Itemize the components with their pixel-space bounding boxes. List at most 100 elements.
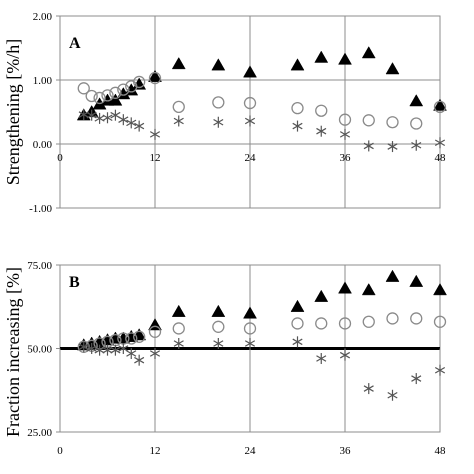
panel-a-circle-point: [338, 113, 352, 126]
panel-a-triangle-point: [148, 69, 162, 82]
panel-b-triangle-point: [361, 283, 376, 296]
panel-a-asterisk-point: [411, 139, 422, 151]
panel-b: Fraction increasing [%] B 0 12 24 36 48 25.00…: [3, 260, 447, 457]
panel-a-asterisk-point: [173, 115, 184, 127]
panel-b-asterisk-point: [173, 337, 184, 349]
panel-b-label: B: [69, 274, 80, 291]
panel-a-triangle-point: [243, 65, 257, 78]
panel-a-y-tick-label: 2.00: [33, 11, 53, 23]
panel-a-triangle-point: [108, 93, 123, 106]
panel-b-asterisk-point: [411, 373, 422, 385]
panel-b-asterisk-point: [110, 344, 121, 356]
panel-a-circle-point: [212, 96, 225, 109]
panel-b-triangle-point: [338, 281, 352, 294]
panel-a-x-tick-label: 12: [150, 152, 161, 164]
panel-b-triangle-point: [132, 328, 147, 341]
panel-a-asterisk-point: [134, 120, 145, 132]
panel-a-circle-point: [85, 89, 98, 103]
panel-a-asterisk-point: [292, 120, 303, 132]
panel-b-triangle-point: [211, 304, 226, 317]
panel-a-circle-point: [362, 114, 375, 127]
panel-a-circle-point: [172, 100, 185, 114]
panel-a-circle-point: [386, 116, 399, 129]
panel-a-circle-point: [109, 86, 122, 99]
panel-b-y-axis-label: Fraction increasing [%]: [3, 267, 23, 437]
panel-b-asterisk-point: [363, 383, 374, 395]
panel-b-x-tick-label: 48: [435, 445, 447, 457]
panel-b-triangle-point: [385, 269, 400, 282]
panel-b-circle-point: [338, 317, 352, 330]
panel-a-y-tick-label: 0.00: [33, 139, 53, 151]
panel-b-y-tick-label: 25.00: [27, 427, 52, 439]
panel-a-y-axis-label: Strengthening [%/h]: [3, 39, 23, 185]
panel-b-asterisk-point: [213, 337, 224, 349]
panel-a-label: A: [69, 35, 81, 52]
panel-b-asterisk-point: [78, 341, 89, 353]
panel-b-x-tick-label: 12: [150, 445, 161, 457]
panel-b-circle-point: [125, 332, 138, 345]
panel-b-x-tick-label: 24: [245, 445, 257, 457]
panel-b-asterisk-point: [339, 349, 351, 361]
panel-b-x-tick-label: 0: [57, 445, 63, 457]
panel-a-asterisk-point: [86, 109, 97, 121]
panel-a-x-tick-label: 48: [435, 152, 447, 164]
panel-a-circle-point: [433, 100, 447, 114]
panel-b-circle-point: [433, 315, 447, 328]
panel-a-circle-point: [101, 89, 114, 102]
panel-b-asterisk-point: [244, 337, 256, 349]
panel-a-asterisk-point: [316, 125, 327, 137]
panel-b-asterisk-point: [316, 353, 327, 365]
panel-a-circle-point: [93, 91, 106, 105]
panel-a-asterisk-point: [244, 115, 256, 127]
panel-b-triangle-point: [290, 299, 305, 312]
panel-a-asterisk-point: [434, 137, 446, 149]
panel-a-asterisk-point: [149, 128, 161, 140]
panel-a-circle-point: [77, 82, 90, 95]
panel-a-triangle-point: [409, 94, 424, 107]
panel-a-triangle-point: [338, 52, 352, 65]
panel-a-triangle-point: [171, 56, 186, 70]
panel-a-asterisk-point: [363, 140, 374, 152]
panel-a-asterisk-point: [213, 116, 224, 128]
panel-b-x-tick-label: 36: [340, 445, 352, 457]
panel-b-asterisk-point: [387, 389, 398, 401]
panel-a-triangle-point: [290, 58, 305, 71]
panel-b-circle-point: [172, 322, 185, 335]
panel-b-triangle-point: [409, 274, 424, 287]
panel-b-asterisk-point: [149, 348, 161, 360]
panel-a-x-tick-label: 24: [245, 152, 257, 164]
panel-b-y-tick-label: 75.00: [27, 260, 52, 272]
panel-a-triangle-point: [385, 62, 400, 75]
panel-b-triangle-point: [171, 304, 186, 317]
panel-b-asterisk-point: [118, 343, 129, 354]
panel-a-asterisk-point: [102, 112, 113, 124]
panel-b-circle-point: [362, 315, 375, 328]
panel-b-triangle-point: [243, 306, 257, 319]
panel-b-circle-point: [410, 312, 423, 325]
panel-a-x-tick-label: 36: [340, 152, 352, 164]
panel-a-y-tick-label: -1.00: [29, 203, 52, 215]
panel-b-circle-point: [212, 320, 225, 333]
panel-a-triangle-point: [361, 46, 376, 59]
panel-b-asterisk-point: [94, 344, 105, 356]
panel-a: Strengthening [%/h] A 0 12 24 36 48 -1.00 0.00…: [3, 11, 447, 215]
panel-a-circle-point: [148, 71, 162, 85]
panel-b-circle-point: [291, 317, 304, 330]
panel-a-triangle-point: [433, 98, 447, 111]
panel-a-x-tick-label: 0: [57, 152, 63, 164]
panel-a-asterisk-point: [118, 114, 129, 126]
panel-b-circle-point: [133, 330, 146, 343]
panel-b-triangle-point: [314, 289, 329, 302]
panel-a-circle-point: [117, 83, 130, 96]
panel-a-triangle-point: [211, 58, 226, 71]
panel-b-y-tick-label: 50.00: [27, 344, 52, 356]
panel-a-y-tick-label: 1.00: [33, 75, 53, 87]
panel-a-circle-point: [133, 75, 146, 89]
panel-a-asterisk-point: [126, 117, 137, 129]
panel-b-circle-point: [386, 312, 399, 325]
panel-a-circle-point: [410, 117, 423, 130]
panel-b-asterisk-point: [86, 343, 97, 354]
panel-b-circle-point: [243, 322, 257, 335]
panel-a-asterisk-point: [339, 128, 351, 140]
